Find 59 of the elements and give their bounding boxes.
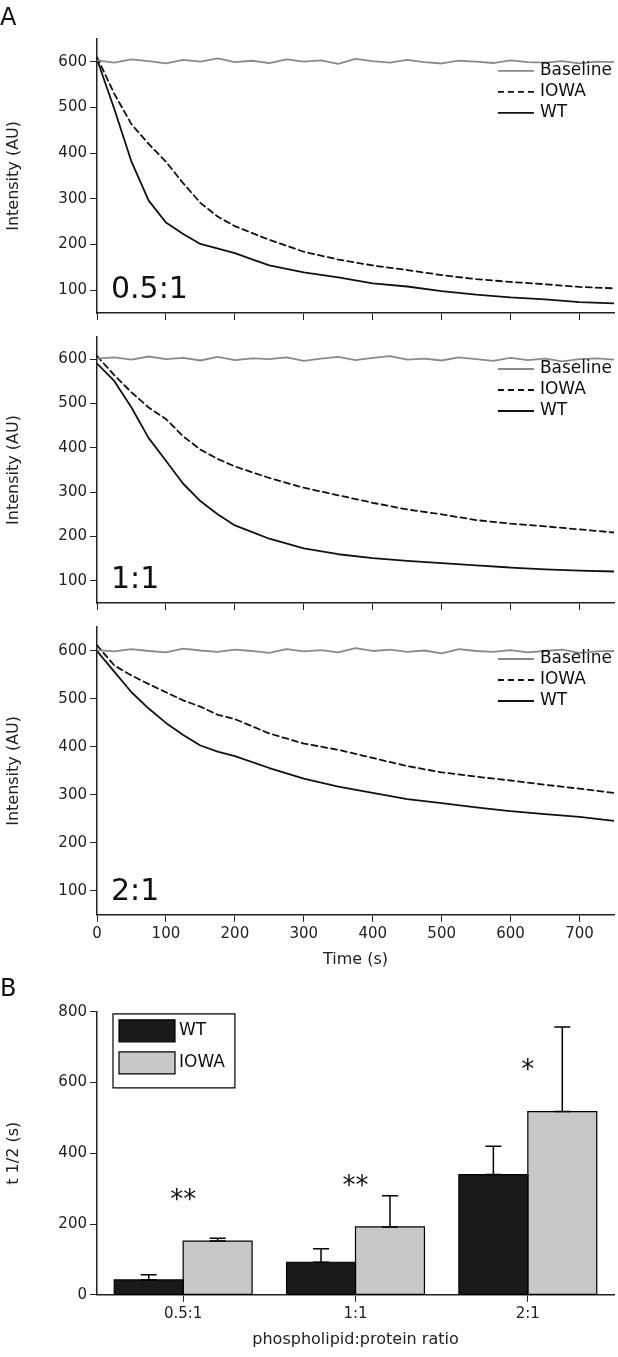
y-tick-label: 100 bbox=[58, 880, 87, 899]
y-tick-label: 600 bbox=[58, 349, 87, 368]
annotation: ** bbox=[342, 1169, 369, 1200]
y-tick-label: 500 bbox=[58, 688, 87, 707]
x-tick-label: 700 bbox=[565, 923, 594, 942]
legend-label: Baseline bbox=[539, 357, 612, 378]
x-tick-label: 100 bbox=[151, 923, 181, 942]
legend-label: IOWA bbox=[179, 1051, 226, 1072]
y-tick-label: 400 bbox=[58, 1143, 87, 1162]
legend-label: WT bbox=[539, 101, 568, 122]
x-tick-label: 500 bbox=[427, 923, 456, 942]
x-tick-label: 400 bbox=[358, 923, 388, 942]
legend-label: WT bbox=[539, 689, 568, 710]
y-tick-label: 200 bbox=[58, 526, 87, 545]
legend-label: IOWA bbox=[539, 668, 587, 689]
annotation: * bbox=[521, 1054, 535, 1085]
y-tick-label: 400 bbox=[58, 736, 87, 755]
annotation: 1:1 bbox=[111, 559, 160, 595]
y-tick-label: 300 bbox=[58, 482, 87, 501]
y-tick-label: 800 bbox=[58, 1001, 87, 1020]
x-tick-label: 200 bbox=[220, 923, 250, 942]
y-tick-label: 300 bbox=[58, 188, 87, 207]
y-tick-label: 100 bbox=[58, 570, 87, 589]
chart-title: A bbox=[0, 2, 17, 31]
y-axis-title: t 1/2 (s) bbox=[2, 1121, 22, 1185]
x-tick-label: 1:1 bbox=[343, 1303, 368, 1322]
y-tick-label: 300 bbox=[58, 784, 87, 803]
x-tick-label: 600 bbox=[496, 923, 525, 942]
y-tick-label: 200 bbox=[58, 234, 87, 253]
legend-label: Baseline bbox=[539, 59, 612, 80]
x-tick-label: 0 bbox=[92, 923, 102, 942]
x-tick-label: 0.5:1 bbox=[163, 1303, 203, 1322]
y-tick-label: 200 bbox=[58, 832, 87, 851]
annotation: ** bbox=[170, 1183, 197, 1214]
y-tick-label: 400 bbox=[58, 437, 87, 456]
y-tick-label: 600 bbox=[58, 51, 87, 70]
annotation: 0.5:1 bbox=[111, 269, 188, 305]
chart-title: B bbox=[0, 973, 17, 1002]
annotation: 2:1 bbox=[111, 871, 160, 907]
legend-label: WT bbox=[179, 1019, 207, 1040]
x-axis-title: Time (s) bbox=[321, 948, 389, 968]
y-axis-title: Intensity (AU) bbox=[2, 715, 22, 826]
legend-label: IOWA bbox=[539, 80, 587, 101]
legend-label: IOWA bbox=[539, 378, 587, 399]
y-tick-label: 600 bbox=[58, 1072, 87, 1091]
y-tick-label: 500 bbox=[58, 393, 87, 412]
y-tick-label: 100 bbox=[58, 280, 87, 299]
y-axis-title: Intensity (AU) bbox=[2, 415, 22, 525]
x-tick-label: 2:1 bbox=[515, 1303, 540, 1322]
y-tick-label: 200 bbox=[58, 1213, 87, 1232]
y-tick-label: 0 bbox=[77, 1284, 87, 1303]
legend-label: Baseline bbox=[539, 647, 612, 668]
y-tick-label: 400 bbox=[58, 142, 87, 161]
x-tick-label: 300 bbox=[289, 923, 319, 942]
y-tick-label: 600 bbox=[58, 640, 87, 659]
y-axis-title: Intensity (AU) bbox=[2, 120, 22, 231]
y-tick-label: 500 bbox=[58, 97, 87, 116]
x-axis-title: phospholipid:protein ratio bbox=[252, 1328, 459, 1348]
legend-label: WT bbox=[539, 399, 568, 420]
